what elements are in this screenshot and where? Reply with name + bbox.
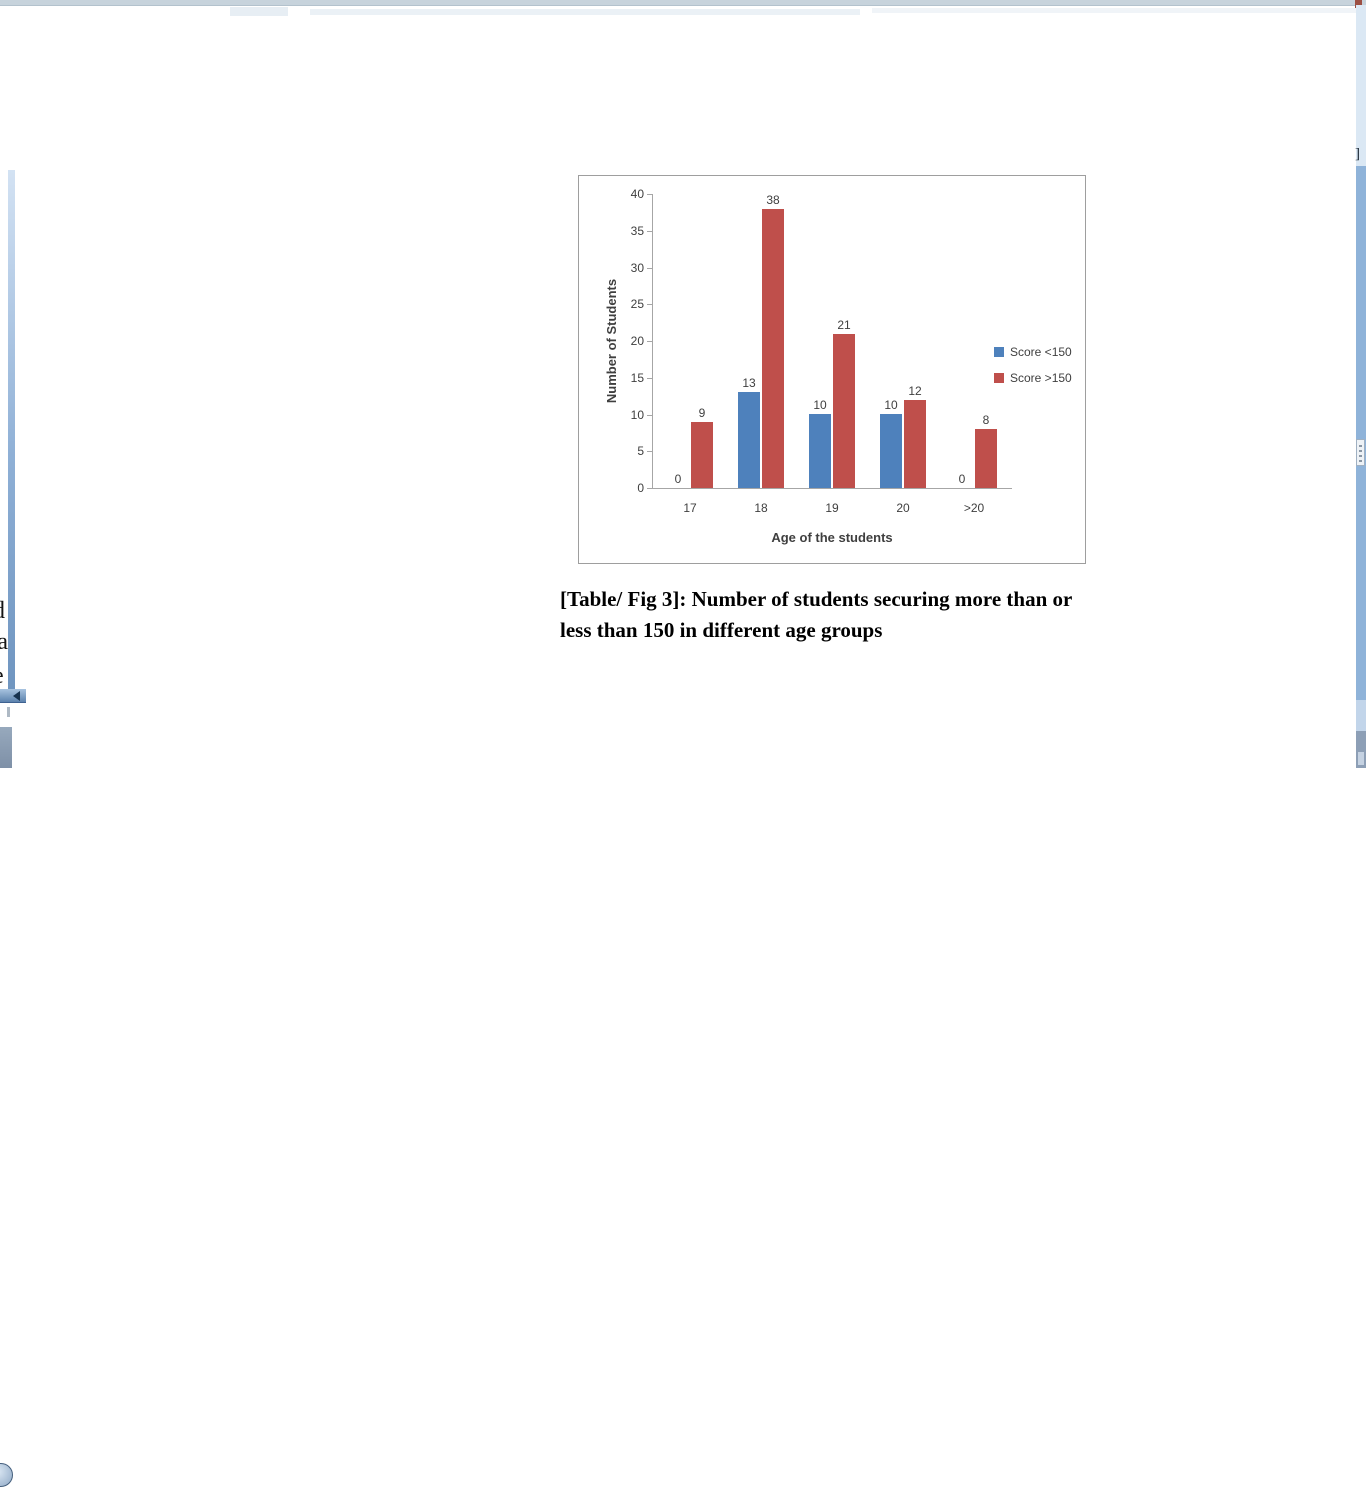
bar-value-label: 0 bbox=[674, 472, 682, 486]
bar-value-label: 8 bbox=[982, 413, 990, 427]
right-edge-strip-top bbox=[1356, 5, 1366, 166]
y-tick-label: 20 bbox=[630, 334, 644, 348]
page-edge-tick bbox=[7, 707, 10, 717]
bar-value-label: 21 bbox=[837, 318, 851, 332]
x-category-label: 19 bbox=[825, 501, 839, 515]
y-tick-mark bbox=[647, 488, 652, 489]
x-category-label: 20 bbox=[896, 501, 910, 515]
top-right-window-mark bbox=[1355, 0, 1362, 8]
chart-panel: Number of Students Age of the students S… bbox=[578, 175, 1086, 564]
scroll-left-button-fragment[interactable] bbox=[0, 689, 26, 703]
right-scrollbar-track[interactable] bbox=[1356, 166, 1366, 700]
bar-value-label: 10 bbox=[813, 398, 827, 412]
y-tick-mark bbox=[647, 451, 652, 452]
y-tick-mark bbox=[647, 268, 652, 269]
y-tick-mark bbox=[647, 378, 652, 379]
x-category-label: 17 bbox=[683, 501, 697, 515]
scrollbar-grip-dots-icon bbox=[1359, 445, 1362, 462]
bar-value-label: 38 bbox=[766, 193, 780, 207]
bar-value-label: 9 bbox=[698, 406, 706, 420]
bar-value-label: 12 bbox=[908, 384, 922, 398]
x-axis-line bbox=[652, 488, 1012, 489]
bar-value-label: 0 bbox=[958, 472, 966, 486]
y-tick-mark bbox=[647, 231, 652, 232]
left-clipped-text: e bbox=[0, 664, 4, 688]
right-scrollbar-thumb[interactable] bbox=[1356, 439, 1365, 466]
y-tick-label: 5 bbox=[637, 444, 644, 458]
figure-caption-line2: less than 150 in different age groups bbox=[560, 618, 883, 642]
bar-score-gt150 bbox=[762, 209, 784, 488]
bar-score-gt150 bbox=[975, 429, 997, 488]
right-taskbar-fragment bbox=[1356, 731, 1366, 768]
y-tick-label: 0 bbox=[637, 481, 644, 495]
figure-caption: [Table/ Fig 3]: Number of students secur… bbox=[560, 584, 1240, 646]
left-clipped-text: d bbox=[0, 599, 5, 623]
bar-score-gt150 bbox=[904, 400, 926, 488]
figure-caption-line1: [Table/ Fig 3]: Number of students secur… bbox=[560, 587, 1073, 611]
x-category-label: >20 bbox=[963, 501, 985, 515]
x-category-label: 18 bbox=[754, 501, 768, 515]
legend-swatch-icon bbox=[994, 373, 1004, 383]
left-clipped-text: 'a bbox=[0, 629, 8, 655]
taskbar-fragment bbox=[0, 727, 13, 1487]
y-tick-mark bbox=[647, 194, 652, 195]
legend-label: Score >150 bbox=[1010, 371, 1072, 385]
bar-score-gt150 bbox=[691, 422, 713, 488]
bar-score-lt150 bbox=[738, 392, 760, 488]
legend-item: Score >150 bbox=[994, 371, 1072, 385]
bar-score-lt150 bbox=[809, 414, 831, 488]
y-tick-label: 25 bbox=[630, 297, 644, 311]
top-window-edge-line bbox=[0, 0, 1366, 6]
y-tick-label: 30 bbox=[630, 261, 644, 275]
legend-swatch-icon bbox=[994, 347, 1004, 357]
y-tick-label: 40 bbox=[630, 187, 644, 201]
y-tick-label: 15 bbox=[630, 371, 644, 385]
y-tick-mark bbox=[647, 304, 652, 305]
bar-score-gt150 bbox=[833, 334, 855, 488]
x-axis-title: Age of the students bbox=[771, 530, 893, 545]
arrow-left-icon bbox=[13, 691, 20, 701]
right-edge-strip-lower bbox=[1356, 700, 1366, 731]
right-taskbar-button-fragment bbox=[1358, 752, 1364, 765]
faint-toolbar-remnant bbox=[872, 8, 1366, 13]
bar-value-label: 10 bbox=[884, 398, 898, 412]
background-window-left-edge bbox=[8, 170, 15, 690]
faint-toolbar-remnant bbox=[310, 9, 860, 15]
y-tick-label: 35 bbox=[630, 224, 644, 238]
legend-label: Score <150 bbox=[1010, 345, 1072, 359]
y-tick-mark bbox=[647, 415, 652, 416]
legend-item: Score <150 bbox=[994, 345, 1072, 359]
chart-legend: Score <150 Score >150 bbox=[994, 345, 1072, 397]
y-tick-label: 10 bbox=[630, 408, 644, 422]
right-clipped-text: ] bbox=[1355, 146, 1360, 162]
start-orb-icon[interactable] bbox=[0, 1463, 13, 1487]
bar-score-lt150 bbox=[880, 414, 902, 488]
y-axis-line bbox=[652, 194, 653, 488]
y-tick-mark bbox=[647, 341, 652, 342]
bar-value-label: 13 bbox=[742, 376, 756, 390]
faint-toolbar-remnant bbox=[230, 7, 288, 16]
